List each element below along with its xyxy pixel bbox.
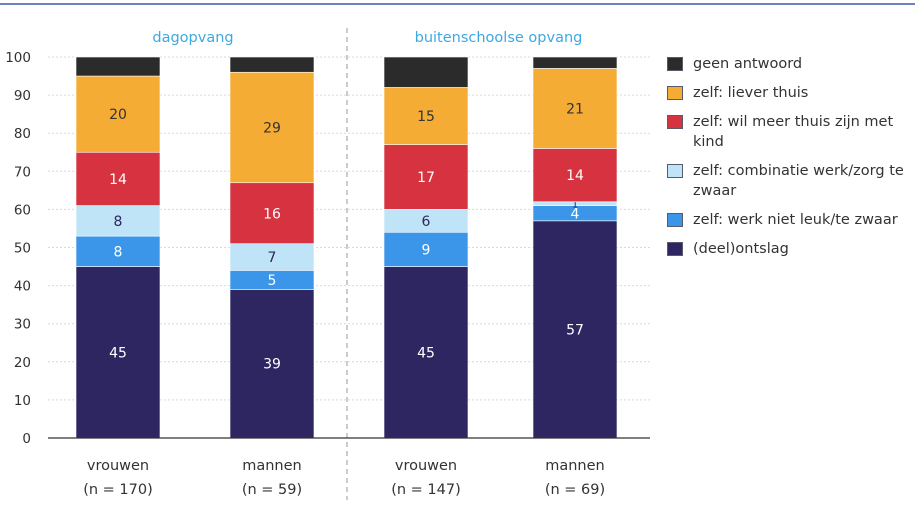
y-tick-label: 50	[14, 241, 31, 257]
bar-segment	[532, 148, 618, 203]
data-label: 21	[566, 101, 584, 117]
x-n-label: (n = 170)	[83, 482, 153, 498]
data-label: 17	[417, 170, 435, 186]
data-label: 1	[572, 199, 578, 210]
x-n-label: (n = 147)	[391, 482, 461, 498]
bar-segment	[75, 151, 161, 206]
bar-segment	[229, 289, 315, 439]
legend-label: (deel)ontslag	[693, 241, 789, 257]
legend-swatch	[667, 164, 683, 178]
y-tick-label: 20	[14, 355, 31, 371]
data-label: 5	[268, 273, 277, 289]
chart-legend: geen antwoord zelf: liever thuis zelf: wil…	[667, 54, 912, 268]
data-label: 57	[566, 322, 584, 338]
data-label: 20	[109, 107, 127, 123]
bar-segment	[383, 87, 469, 145]
bar-segment	[229, 56, 315, 73]
bar-segment	[383, 231, 469, 267]
data-label: 29	[263, 121, 281, 137]
bar-segment	[75, 205, 161, 237]
legend-swatch	[667, 213, 683, 227]
legend-swatch	[667, 115, 683, 129]
data-label: 9	[422, 242, 431, 258]
bar-segment	[383, 56, 469, 88]
legend-item: zelf: wil meer thuis zijn met kind	[667, 112, 912, 152]
data-label: 7	[268, 250, 277, 266]
x-category-label: mannen	[545, 458, 605, 474]
data-label: 14	[109, 172, 127, 188]
y-tick-label: 60	[14, 202, 31, 218]
data-label: 45	[109, 345, 127, 361]
legend-swatch	[667, 242, 683, 256]
y-tick-label: 90	[14, 88, 31, 104]
bar-segment	[75, 75, 161, 153]
legend-item: (deel)ontslag	[667, 239, 912, 259]
y-tick-label: 10	[14, 393, 31, 409]
legend-label: zelf: liever thuis	[693, 85, 809, 101]
y-tick-label: 100	[5, 50, 31, 66]
bar-segment	[532, 68, 618, 149]
data-label: 39	[263, 357, 281, 373]
y-tick-label: 0	[22, 431, 31, 447]
group-title: dagopvang	[152, 30, 233, 46]
x-n-label: (n = 69)	[545, 482, 605, 498]
data-label: 45	[417, 345, 435, 361]
data-label: 16	[263, 206, 281, 222]
bar-segment	[383, 266, 469, 439]
bar-segment	[229, 71, 315, 184]
bar-segment	[75, 235, 161, 267]
bar-segment	[75, 56, 161, 77]
x-n-label: (n = 59)	[242, 482, 302, 498]
bar-segment	[532, 56, 618, 69]
bar-segment	[383, 144, 469, 210]
bar-segment	[229, 243, 315, 271]
y-tick-label: 30	[14, 317, 31, 333]
x-category-label: vrouwen	[395, 458, 457, 474]
legend-item: zelf: combinatie werk/zorg te zwaar	[667, 161, 912, 201]
data-label: 8	[114, 244, 123, 260]
legend-label: geen antwoord	[693, 56, 803, 72]
legend-label: zelf: werk niet leuk/te zwaar	[693, 212, 898, 228]
legend-label: zelf: combinatie werk/zorg te zwaar	[693, 163, 904, 199]
legend-item: zelf: werk niet leuk/te zwaar	[667, 210, 912, 230]
y-tick-label: 80	[14, 126, 31, 142]
data-label: 8	[114, 214, 123, 230]
y-tick-label: 70	[14, 164, 31, 180]
data-label: 6	[422, 214, 431, 230]
legend-label: zelf: wil meer thuis zijn met kind	[693, 114, 894, 150]
bar-segment	[532, 220, 618, 439]
group-title: buitenschoolse opvang	[415, 30, 583, 46]
data-label: 14	[566, 168, 584, 184]
legend-item: zelf: liever thuis	[667, 83, 912, 103]
bar-segment	[75, 266, 161, 439]
x-category-label: mannen	[242, 458, 302, 474]
x-category-label: vrouwen	[87, 458, 149, 474]
data-label: 4	[571, 206, 580, 222]
legend-swatch	[667, 86, 683, 100]
data-label: 15	[417, 109, 435, 125]
legend-swatch	[667, 57, 683, 71]
y-tick-label: 40	[14, 279, 31, 295]
legend-item: geen antwoord	[667, 54, 912, 74]
bar-segment	[229, 182, 315, 244]
